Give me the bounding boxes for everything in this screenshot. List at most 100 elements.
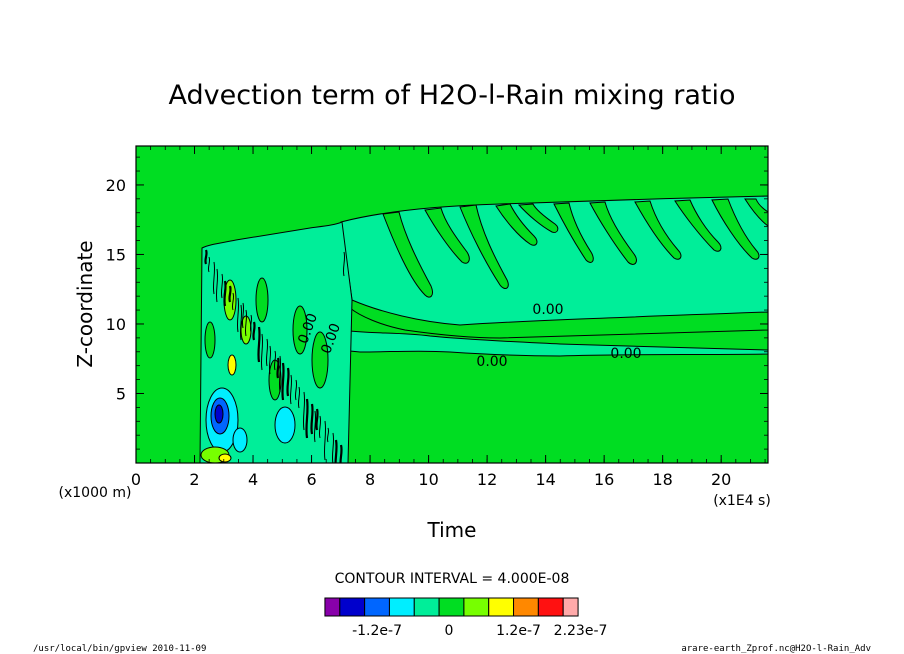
x-tick-label-2: 4 — [248, 470, 258, 489]
y-unit-label: (x1000 m) — [59, 485, 132, 501]
contour-streak-4 — [517, 203, 559, 233]
contour-label-0: 0.00 — [532, 302, 563, 318]
contour-interval-text: CONTOUR INTERVAL = 4.000E-08 — [335, 571, 570, 587]
chart-title: Advection term of H2O-l-Rain mixing rati… — [169, 80, 736, 111]
contour-line-34 — [342, 251, 346, 277]
contour-cell-12 — [227, 354, 237, 376]
x-tick-label-1: 2 — [189, 470, 199, 489]
contour-line-17 — [273, 350, 277, 371]
colorbar-tick-label-1: 0 — [445, 623, 454, 639]
x-tick-label-9: 18 — [652, 470, 672, 489]
y-tick-label-1: 10 — [106, 315, 126, 334]
contour-streak-5 — [553, 202, 594, 263]
plot-frame — [135, 145, 769, 464]
x-tick-label-5: 10 — [418, 470, 438, 489]
contour-line-37 — [313, 410, 317, 443]
contour-line-30 — [334, 439, 338, 463]
y-axis-label: Z-coordinate — [73, 240, 97, 367]
colorbar-swatch-5 — [438, 597, 465, 617]
colorbar-swatch-8 — [513, 597, 539, 617]
contour-line-23 — [215, 268, 219, 303]
colorbar-tick-label-2: 1.2e-7 — [496, 623, 541, 639]
contour-band-mid — [339, 329, 768, 357]
y-tick-label-3: 20 — [106, 176, 126, 195]
contour-line-18 — [310, 403, 314, 435]
contour-label-1: 0.00 — [476, 354, 507, 370]
x-tick-label-7: 14 — [535, 470, 555, 489]
contour-line-16 — [236, 297, 240, 333]
contour-line-7 — [323, 420, 327, 461]
contour-streak-8 — [674, 199, 722, 252]
colorbar-swatch-6 — [463, 597, 490, 617]
contour-line-33 — [305, 398, 309, 439]
contour-cell-4 — [232, 427, 248, 453]
contour-line-0 — [204, 249, 208, 265]
contour-cell-7 — [204, 321, 216, 359]
colorbar-swatch-1 — [339, 597, 366, 617]
contour-line-21 — [281, 362, 285, 401]
colorbar-swatch-3 — [388, 597, 415, 617]
contour-line-6 — [286, 367, 290, 397]
x-tick-label-0: 0 — [131, 470, 141, 489]
contour-cell-10 — [311, 331, 329, 389]
contour-cell-2 — [214, 404, 224, 424]
contour-line-4 — [212, 261, 216, 295]
x-unit-label: (x1E4 s) — [713, 493, 771, 509]
colorbar-swatch-4 — [413, 597, 440, 617]
contour-line-2 — [278, 355, 282, 393]
x-tick-label-3: 6 — [306, 470, 316, 489]
colorbar-swatch-7 — [488, 597, 515, 617]
contour-line-20 — [244, 309, 248, 337]
contour-line-28 — [260, 333, 264, 371]
x-axis-label: Time — [427, 518, 477, 542]
footer-right: arare-earth_Zprof.nc@H2O-l-Rain_Adv — [681, 644, 871, 654]
contour-streak-10 — [744, 198, 768, 227]
contour-cell-9 — [292, 305, 308, 355]
contour-line-8 — [220, 273, 224, 299]
contour-line-22 — [318, 415, 322, 439]
contour-cell-8 — [255, 277, 269, 323]
contour-line-11 — [331, 432, 335, 463]
contour-line-36 — [276, 357, 280, 379]
x-tick-label-6: 12 — [477, 470, 497, 489]
contour-line-5 — [249, 314, 253, 333]
contour-line-14 — [302, 391, 306, 431]
contour-field: 0.000.00 0.000.000.00 — [199, 195, 768, 463]
contour-convective-region — [199, 221, 353, 463]
colorbar-tick-label-0: -1.2e-7 — [352, 623, 402, 639]
contour-cell-3 — [274, 406, 296, 444]
contour-label-2: 0.00 — [610, 346, 641, 362]
contour-cell-14 — [218, 453, 232, 463]
contour-line-35 — [239, 304, 243, 341]
contour-streak-2 — [459, 204, 509, 289]
contour-line-26 — [326, 427, 330, 443]
contour-line-31 — [231, 292, 235, 311]
x-tick-label-8: 16 — [594, 470, 614, 489]
contour-line-15 — [339, 444, 343, 463]
contour-line-12 — [228, 285, 232, 303]
contour-line-27 — [223, 280, 227, 307]
axis-ticks: 0 2 4 6 8 10 12 14 16 18 20 5 10 15 20 — [106, 146, 768, 489]
contour-streak-1 — [424, 207, 470, 264]
contour-streak-7 — [634, 200, 682, 260]
colorbar-swatch-9 — [537, 597, 564, 617]
contour-line-19 — [207, 256, 211, 273]
contour-streak-6 — [589, 201, 637, 265]
contour-streak-9 — [711, 198, 760, 260]
contour-line-29 — [297, 386, 301, 409]
colorbar-swatch-2 — [364, 597, 390, 617]
colorbar-swatch-10 — [562, 597, 579, 617]
colorbar-swatch-0 — [324, 597, 341, 617]
contour-streak-3 — [495, 203, 538, 246]
contour-streak-0 — [382, 211, 433, 298]
contour-line-3 — [315, 408, 319, 431]
x-tick-label-10: 20 — [711, 470, 731, 489]
contour-line-13 — [265, 338, 269, 367]
contour-line-1 — [241, 302, 245, 329]
contour-line-32 — [268, 345, 272, 375]
contour-line-24 — [252, 321, 256, 341]
contour-line-9 — [257, 326, 261, 363]
contour-channel — [349, 299, 768, 339]
y-tick-label-2: 15 — [106, 245, 126, 264]
